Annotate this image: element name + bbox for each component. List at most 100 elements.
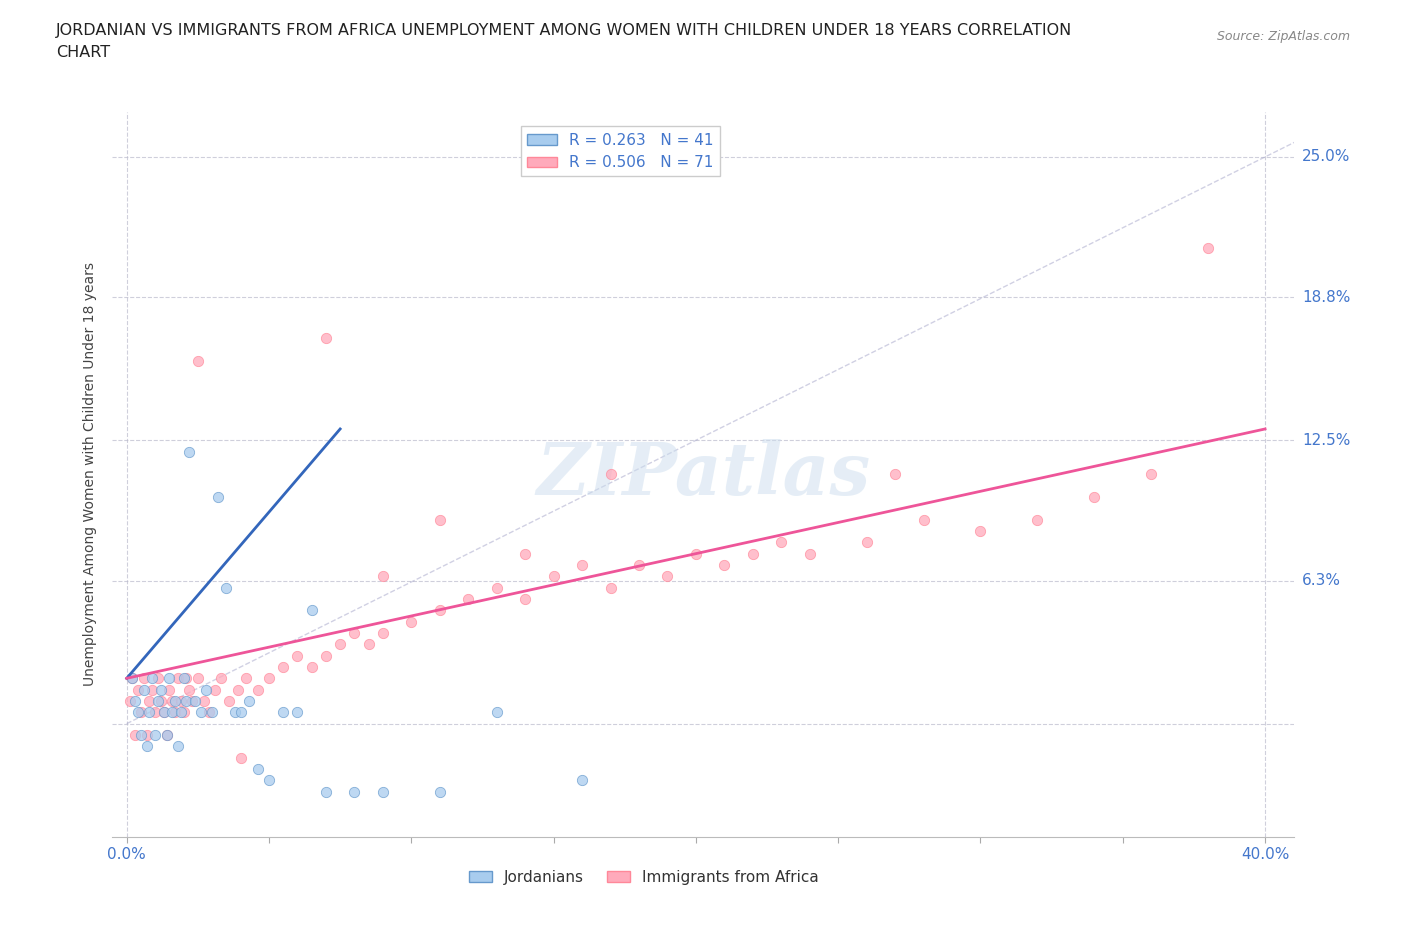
- Point: [141, 683, 163, 698]
- Point: [149, 694, 172, 709]
- Point: [155, 727, 177, 742]
- Point: [118, 694, 141, 709]
- Point: [215, 580, 238, 595]
- Point: [176, 671, 198, 685]
- Point: [155, 727, 177, 742]
- Point: [235, 671, 257, 685]
- Point: [176, 694, 198, 709]
- Point: [599, 467, 621, 482]
- Point: [124, 694, 146, 709]
- Text: 6.3%: 6.3%: [1302, 573, 1341, 589]
- Point: [143, 727, 166, 742]
- Point: [195, 683, 218, 698]
- Point: [179, 445, 201, 459]
- Point: [257, 773, 280, 788]
- Point: [167, 671, 190, 685]
- Point: [157, 683, 180, 698]
- Point: [513, 546, 536, 561]
- Point: [246, 762, 269, 777]
- Point: [165, 694, 187, 709]
- Point: [371, 784, 394, 799]
- Point: [315, 648, 337, 663]
- Point: [165, 705, 187, 720]
- Point: [287, 648, 309, 663]
- Point: [135, 727, 157, 742]
- Point: [343, 784, 366, 799]
- Point: [315, 784, 337, 799]
- Point: [162, 705, 184, 720]
- Text: 12.5%: 12.5%: [1302, 432, 1350, 448]
- Point: [167, 738, 190, 753]
- Point: [149, 683, 172, 698]
- Point: [184, 694, 207, 709]
- Point: [485, 705, 508, 720]
- Point: [429, 784, 451, 799]
- Point: [157, 671, 180, 685]
- Point: [246, 683, 269, 698]
- Point: [207, 489, 229, 504]
- Text: 25.0%: 25.0%: [1302, 150, 1350, 165]
- Point: [141, 671, 163, 685]
- Point: [121, 671, 143, 685]
- Point: [799, 546, 821, 561]
- Point: [770, 535, 793, 550]
- Point: [371, 569, 394, 584]
- Point: [257, 671, 280, 685]
- Point: [912, 512, 935, 527]
- Point: [127, 705, 149, 720]
- Point: [1083, 489, 1105, 504]
- Point: [129, 727, 152, 742]
- Point: [224, 705, 246, 720]
- Point: [179, 683, 201, 698]
- Point: [138, 694, 160, 709]
- Point: [229, 705, 252, 720]
- Legend: Jordanians, Immigrants from Africa: Jordanians, Immigrants from Africa: [463, 864, 825, 891]
- Point: [143, 705, 166, 720]
- Point: [599, 580, 621, 595]
- Point: [146, 671, 169, 685]
- Point: [1026, 512, 1049, 527]
- Point: [132, 683, 155, 698]
- Point: [218, 694, 240, 709]
- Point: [713, 558, 735, 573]
- Point: [315, 331, 337, 346]
- Point: [429, 512, 451, 527]
- Point: [121, 671, 143, 685]
- Point: [401, 614, 423, 629]
- Point: [127, 683, 149, 698]
- Point: [152, 705, 174, 720]
- Point: [627, 558, 650, 573]
- Text: 18.8%: 18.8%: [1302, 290, 1350, 305]
- Point: [513, 591, 536, 606]
- Point: [969, 524, 991, 538]
- Text: Source: ZipAtlas.com: Source: ZipAtlas.com: [1216, 30, 1350, 43]
- Point: [173, 671, 195, 685]
- Point: [238, 694, 260, 709]
- Point: [173, 705, 195, 720]
- Point: [1197, 240, 1219, 255]
- Point: [190, 705, 212, 720]
- Point: [1140, 467, 1163, 482]
- Text: JORDANIAN VS IMMIGRANTS FROM AFRICA UNEMPLOYMENT AMONG WOMEN WITH CHILDREN UNDER: JORDANIAN VS IMMIGRANTS FROM AFRICA UNEM…: [56, 23, 1073, 38]
- Point: [129, 705, 152, 720]
- Point: [201, 705, 224, 720]
- Point: [162, 694, 184, 709]
- Point: [287, 705, 309, 720]
- Point: [226, 683, 249, 698]
- Point: [187, 671, 209, 685]
- Point: [152, 705, 174, 720]
- Point: [429, 603, 451, 618]
- Point: [135, 738, 157, 753]
- Point: [884, 467, 907, 482]
- Point: [271, 705, 294, 720]
- Point: [855, 535, 877, 550]
- Point: [357, 637, 380, 652]
- Text: CHART: CHART: [56, 45, 110, 60]
- Point: [170, 705, 193, 720]
- Point: [685, 546, 707, 561]
- Point: [229, 751, 252, 765]
- Point: [571, 773, 593, 788]
- Point: [301, 603, 323, 618]
- Point: [741, 546, 763, 561]
- Point: [343, 626, 366, 641]
